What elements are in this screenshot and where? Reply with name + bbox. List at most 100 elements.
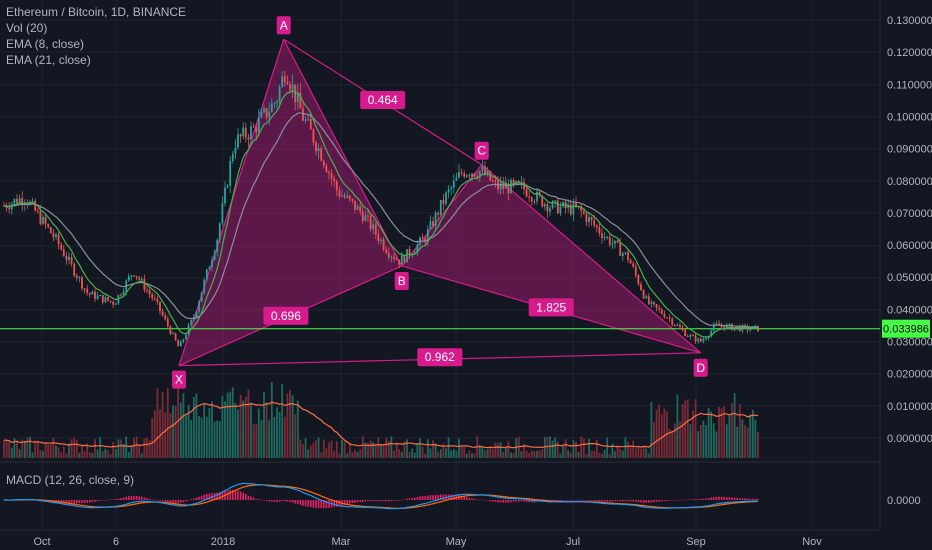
macd-label[interactable]: MACD (12, 26, close, 9) — [6, 473, 135, 487]
volume-bar — [195, 393, 198, 458]
candle-body — [393, 256, 395, 260]
volume-bar — [416, 443, 419, 458]
volume-bar — [252, 423, 255, 458]
ema8-line — [3, 89, 759, 338]
ratio-label-b-d: 1.825 — [536, 300, 566, 314]
volume-bar — [10, 447, 13, 458]
candle-body — [213, 252, 216, 260]
volume-bar — [705, 425, 707, 458]
macd-histogram-bar — [700, 498, 702, 500]
macd-histogram-bar — [525, 500, 528, 502]
candle-body — [281, 76, 284, 88]
pattern-xab-fill — [178, 39, 402, 366]
volume-bar — [684, 400, 687, 458]
macd-histogram-bar — [278, 500, 281, 502]
macd-histogram-bar — [689, 499, 692, 500]
macd-histogram-bar — [601, 500, 603, 502]
time-tick-label: Mar — [332, 536, 351, 548]
macd-histogram-bar — [310, 500, 312, 508]
volume-bar — [471, 453, 473, 458]
candle-body — [268, 112, 271, 118]
macd-histogram-bar — [237, 490, 239, 500]
candle-body — [216, 239, 219, 253]
candle-body — [593, 220, 596, 226]
candle-body — [86, 288, 89, 294]
candle-body — [138, 277, 141, 280]
candle-body — [689, 335, 692, 337]
volume-bar — [127, 452, 130, 458]
candle-body — [551, 201, 554, 209]
macd-histogram-bar — [356, 500, 359, 503]
macd-histogram-bar — [198, 496, 200, 500]
candle-body — [252, 126, 255, 128]
candle-body — [13, 198, 16, 204]
macd-histogram-bar — [736, 497, 738, 500]
candle-body — [668, 317, 671, 319]
candle-body — [528, 196, 531, 198]
candle-body — [499, 183, 502, 190]
volume-bar — [96, 449, 99, 458]
candle-body — [671, 318, 674, 325]
volume-bar — [140, 453, 143, 458]
macd-histogram-bar — [512, 500, 515, 502]
volume-bar — [390, 436, 393, 458]
candle-body — [377, 234, 380, 241]
volume-bar — [395, 442, 398, 458]
macd-histogram-bar — [369, 500, 372, 502]
candle-body — [286, 81, 289, 85]
macd-histogram-bar — [520, 500, 523, 502]
volume-bar — [94, 439, 96, 458]
candle-body — [517, 180, 520, 183]
legend-ema8[interactable]: EMA (8, close) — [6, 37, 85, 51]
candle-body — [348, 195, 351, 199]
candle-body — [273, 103, 276, 105]
volume-bar — [205, 416, 208, 458]
volume-bar — [497, 443, 499, 458]
candle-body — [114, 303, 117, 305]
candle-body — [104, 297, 107, 303]
volume-bar — [169, 413, 172, 458]
macd-histogram-bar — [83, 500, 86, 503]
candle-body — [387, 252, 390, 258]
macd-histogram-bar — [232, 489, 234, 500]
volume-bar — [369, 440, 372, 458]
volume-bar — [538, 450, 541, 458]
candle-body — [374, 224, 377, 235]
volume-bar — [692, 410, 694, 458]
macd-histogram-bar — [450, 494, 452, 500]
legend-volume[interactable]: Vol (20) — [6, 21, 48, 35]
candle-body — [161, 311, 164, 316]
volume-bar — [408, 452, 411, 458]
macd-histogram-bar — [99, 500, 101, 501]
candle-body — [733, 327, 736, 331]
candle-body — [398, 259, 401, 265]
macd-histogram-bar — [414, 497, 416, 500]
symbol-title[interactable]: Ethereum / Bitcoin, 1D, BINANCE — [6, 5, 187, 19]
volume-bar — [702, 420, 705, 458]
volume-bar — [302, 444, 304, 458]
volume-bar — [231, 387, 234, 458]
volume-bar — [83, 451, 86, 458]
volume-bar — [192, 396, 195, 458]
volume-bar — [603, 449, 606, 458]
legend-ema21[interactable]: EMA (21, close) — [6, 53, 91, 67]
volume-bar — [75, 439, 78, 458]
volume-bar — [515, 438, 518, 458]
candle-body — [255, 126, 258, 133]
macd-histogram-bar — [715, 496, 718, 500]
candle-body — [65, 256, 68, 261]
volume-bar — [564, 439, 567, 458]
pattern-labels[interactable]: X A B C D 0.464 0.696 1.825 0.962 — [171, 16, 708, 389]
candle-body — [554, 200, 557, 202]
volume-bar — [296, 400, 299, 458]
candle-body — [122, 291, 125, 295]
candle-body — [239, 134, 242, 137]
macd-histogram-bar — [65, 500, 68, 504]
volume-bar — [520, 451, 523, 458]
macd-histogram-bar — [333, 500, 335, 507]
candle-body — [645, 296, 648, 299]
macd-histogram-bar — [91, 500, 94, 502]
volume-bar — [504, 447, 507, 458]
macd-histogram-bar — [133, 495, 135, 500]
